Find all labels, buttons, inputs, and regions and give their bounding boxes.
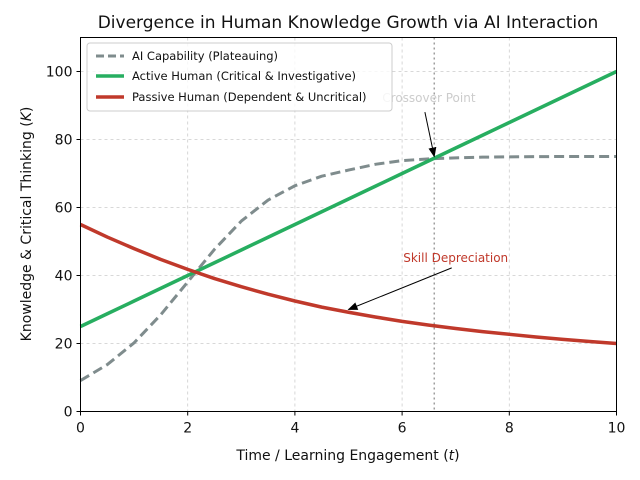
legend-label-passive: Passive Human (Dependent & Uncritical): [132, 90, 367, 104]
x-axis-label: Time / Learning Engagement (t): [235, 448, 459, 464]
y-tick-label: 100: [46, 65, 73, 81]
annotation-arrow: [424, 111, 437, 158]
ai-capability-line: [79, 155, 617, 382]
x-tick-label: 8: [505, 421, 514, 437]
legend-label-ai: AI Capability (Plateauing): [132, 49, 278, 63]
y-tick-label: 20: [55, 337, 73, 353]
legend-box: [86, 42, 393, 112]
y-tick-label: 40: [55, 269, 73, 285]
x-tick-label: 0: [76, 421, 85, 437]
x-tick-label: 10: [608, 421, 626, 437]
plot-frame: [80, 37, 617, 412]
x-tick-label: 6: [398, 421, 407, 437]
annotation-label: Crossover Point: [382, 91, 476, 105]
y-tick-label: 0: [64, 405, 73, 421]
annotations: Crossover Point Skill Depreciation: [347, 91, 508, 310]
x-tick-label: 2: [183, 421, 192, 437]
y-tick-label: 80: [55, 133, 73, 149]
chart-title: Divergence in Human Knowledge Growth via…: [98, 13, 599, 33]
active-human-line: [79, 69, 618, 329]
legend-label-active: Active Human (Critical & Investigative): [132, 69, 356, 83]
annotation-label: Skill Depreciation: [403, 251, 508, 265]
x-tick-label: 4: [290, 421, 299, 437]
y-axis-label: Knowledge & Critical Thinking (K): [19, 107, 35, 342]
legend: AI Capability (Plateauing) Active Human …: [86, 42, 393, 112]
series-layer: [79, 69, 618, 382]
annotation-arrow: [347, 267, 452, 310]
y-tick-label: 60: [55, 201, 73, 217]
passive-human-line: [79, 222, 617, 346]
